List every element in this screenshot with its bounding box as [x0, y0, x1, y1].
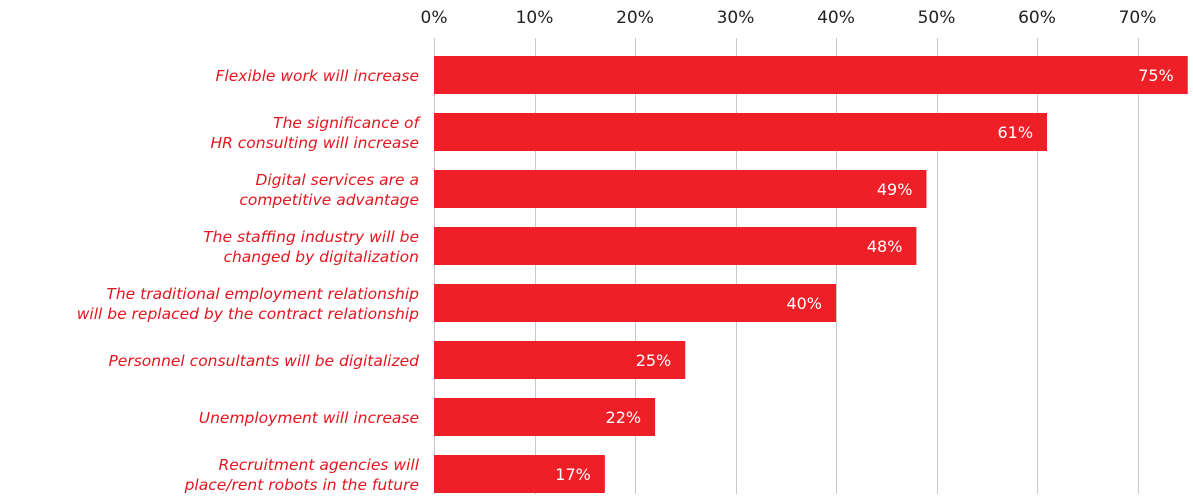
- bar: [434, 398, 656, 436]
- category-label: Personnel consultants will be digitalize…: [108, 352, 419, 370]
- x-tick-label: 70%: [1119, 8, 1157, 28]
- category-label: Recruitment agencies will: [218, 456, 419, 474]
- category-labels: Flexible work will increase The significa…: [77, 67, 422, 494]
- data-label: 75%: [1138, 66, 1174, 85]
- data-label: 40%: [786, 294, 822, 313]
- x-tick-label: 50%: [918, 8, 956, 28]
- data-label: 25%: [636, 351, 672, 370]
- category-label: changed by digitalization: [223, 248, 419, 266]
- bar: [434, 56, 1188, 94]
- x-tick-label: 30%: [717, 8, 755, 28]
- data-label: 48%: [867, 237, 903, 256]
- bar: [434, 341, 686, 379]
- bar: [434, 455, 605, 493]
- category-label: Digital services are a: [255, 171, 419, 189]
- x-tick-label: 0%: [421, 8, 448, 28]
- category-label: The significance of: [273, 114, 421, 132]
- category-label: Flexible work will increase: [216, 67, 419, 85]
- bar: [434, 113, 1048, 151]
- x-axis-ticks: 0% 10% 20% 30% 40% 50% 60% 70%: [421, 8, 1157, 28]
- bar: [434, 284, 836, 322]
- bars: 75% 61% 49% 48% 40% 25% 22% 17%: [434, 56, 1188, 493]
- category-label: Unemployment will increase: [199, 409, 419, 427]
- data-label: 22%: [606, 408, 642, 427]
- category-label: competitive advantage: [239, 191, 419, 209]
- data-label: 17%: [555, 465, 591, 484]
- bar: [434, 170, 927, 208]
- category-label: place/rent robots in the future: [184, 476, 419, 494]
- x-tick-label: 40%: [817, 8, 855, 28]
- x-tick-label: 10%: [516, 8, 554, 28]
- data-label: 61%: [997, 123, 1033, 142]
- category-label: HR consulting will increase: [210, 134, 419, 152]
- category-label: The traditional employment relationship: [106, 285, 419, 303]
- data-label: 49%: [877, 180, 913, 199]
- category-label: The staffing industry will be: [203, 228, 419, 246]
- x-tick-label: 60%: [1018, 8, 1056, 28]
- x-tick-label: 20%: [616, 8, 654, 28]
- bar: [434, 227, 917, 265]
- category-label: will be replaced by the contract relatio…: [77, 305, 419, 323]
